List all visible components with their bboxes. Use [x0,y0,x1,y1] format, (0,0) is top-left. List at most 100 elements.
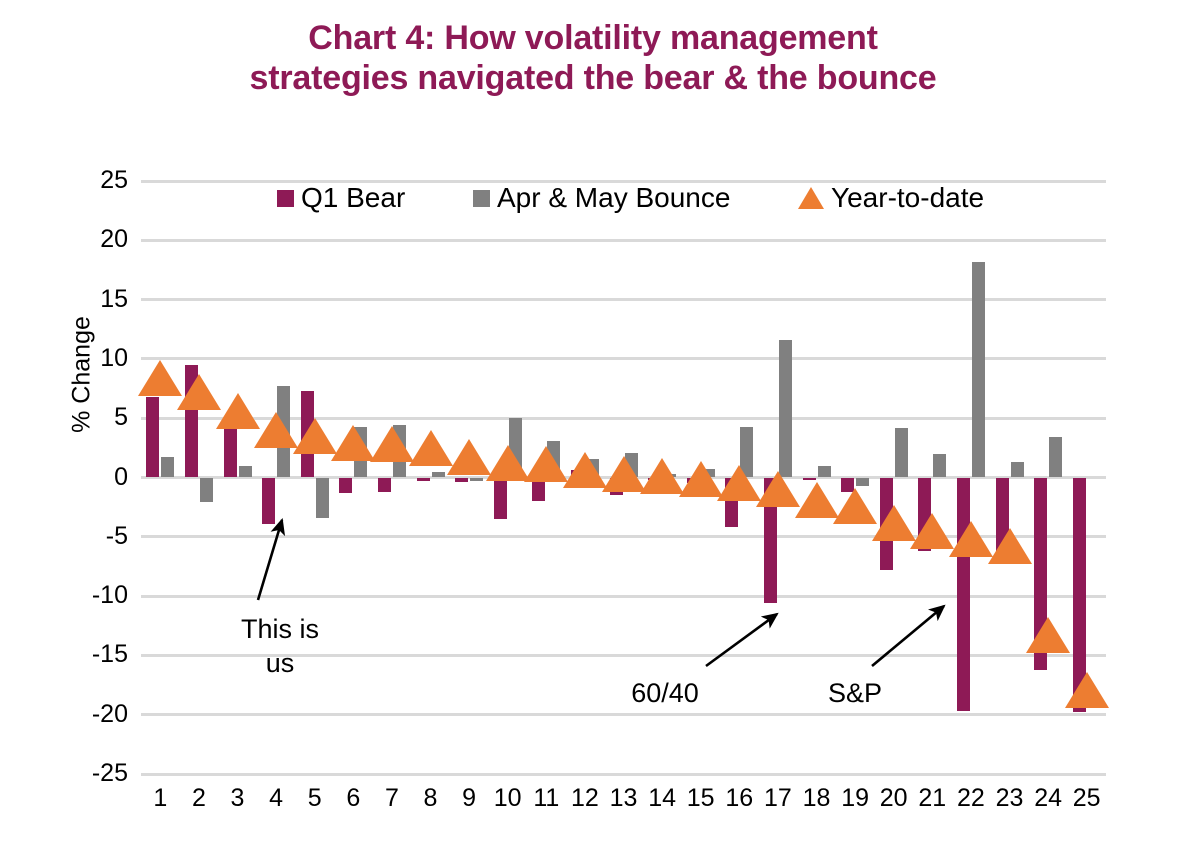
x-tick-9: 9 [462,784,477,812]
x-tick-17: 17 [763,784,792,812]
marker-ytd-10 [485,445,530,482]
marker-ytd-12 [562,452,607,489]
x-tick-19: 19 [841,784,869,812]
x-tick-18: 18 [802,784,831,812]
x-tick-13: 13 [609,784,638,812]
gridline-15 [141,298,1106,302]
x-tick-22: 22 [956,784,985,812]
chart-title-line-2: strategies navigated the bear & the boun… [249,59,937,97]
y-tick--25: -25 [91,759,128,787]
x-tick-2: 2 [191,784,206,812]
bar-q1-bear-25 [1072,477,1086,713]
marker-ytd-2 [176,374,221,411]
marker-ytd-7 [369,426,414,463]
gridline--15 [141,653,1106,657]
bar-bounce-17 [778,339,792,478]
bar-bounce-2 [199,477,213,503]
bar-bounce-23 [1010,462,1024,478]
x-tick-5: 5 [307,784,322,812]
bar-bounce-18 [817,465,831,478]
gridline-5 [141,416,1106,420]
bar-bounce-16 [740,426,754,478]
x-tick-11: 11 [533,784,560,812]
bar-q1-bear-3 [223,418,237,478]
x-tick-6: 6 [346,784,361,812]
bar-q1-bear-18 [802,477,816,480]
bar-q1-bear-9 [455,477,469,483]
y-tick-10: 10 [100,343,128,372]
marker-ytd-6 [331,425,376,462]
x-tick-3: 3 [230,784,245,812]
y-tick--15: -15 [91,640,128,669]
legend-label-ytd: Year-to-date [831,182,985,213]
x-tick-25: 25 [1072,784,1101,812]
x-tick-16: 16 [725,784,754,812]
y-tick--10: -10 [91,581,128,610]
bar-bounce-20 [894,427,908,478]
x-tick-1: 1 [153,784,168,812]
marker-ytd-15 [678,460,723,497]
gridline-10 [141,357,1106,361]
gridline--20 [141,713,1106,717]
x-tick-4: 4 [269,784,284,812]
marker-ytd-23 [987,528,1032,565]
x-tick-7: 7 [384,784,399,812]
marker-ytd-3 [215,393,260,430]
bar-q1-bear-11 [532,477,546,502]
x-tick-15: 15 [686,784,715,812]
y-tick-25: 25 [100,166,128,194]
x-tick-23: 23 [995,784,1024,812]
marker-ytd-16 [717,465,762,502]
bar-q1-bear-4 [262,477,276,524]
marker-ytd-5 [292,417,337,454]
bar-q1-bear-17 [763,477,777,604]
gridline-25 [141,179,1106,183]
bar-q1-bear-10 [493,477,507,519]
y-tick-5: 5 [114,403,128,432]
marker-ytd-9 [447,439,492,476]
chart-legend: Q1 Bear Apr & May Bounce Year-to-date [0,182,1186,218]
y-tick-20: 20 [100,225,128,254]
y-tick-0: 0 [114,462,128,491]
marker-ytd-19 [833,487,878,524]
legend-item-q1-bear[interactable]: Q1 Bear [277,182,405,214]
bar-bounce-1 [161,457,175,478]
x-tick-12: 12 [570,784,599,812]
gridline--5 [141,535,1106,539]
bar-bounce-3 [238,465,252,478]
annotation-this-is-us: This is us [240,614,319,678]
chart-title-line-1: Chart 4: How volatility management [308,19,878,57]
x-tick-24: 24 [1034,784,1062,812]
annotation-6040: 60/40 [631,678,699,708]
bar-bounce-19 [856,477,870,486]
gridline--25 [141,772,1106,776]
bar-q1-bear-7 [377,477,391,492]
marker-ytd-21 [910,512,955,549]
marker-ytd-13 [601,455,646,492]
marker-ytd-4 [254,412,299,449]
y-tick--20: -20 [91,699,128,728]
bar-q1-bear-1 [146,396,160,478]
bar-q1-bear-6 [339,477,353,493]
legend-label-q1-bear: Q1 Bear [301,182,406,213]
legend-triangle-ytd [798,187,824,209]
x-tick-20: 20 [879,784,908,812]
marker-ytd-17 [755,471,800,508]
legend-label-bounce: Apr & May Bounce [497,182,731,213]
marker-ytd-11 [524,446,569,483]
marker-ytd-1 [138,359,183,396]
bar-bounce-8 [431,471,445,478]
marker-ytd-22 [948,521,993,558]
legend-item-bounce[interactable]: Apr & May Bounce [473,182,730,214]
legend-item-ytd[interactable]: Year-to-date [798,182,984,214]
marker-ytd-25 [1064,671,1109,708]
bar-bounce-22 [971,261,985,478]
bar-q1-bear-8 [416,477,430,482]
marker-ytd-24 [1026,617,1071,654]
bar-bounce-21 [933,453,947,478]
y-tick--5: -5 [105,521,128,550]
bar-bounce-5 [315,477,329,518]
x-tick-14: 14 [648,784,676,812]
